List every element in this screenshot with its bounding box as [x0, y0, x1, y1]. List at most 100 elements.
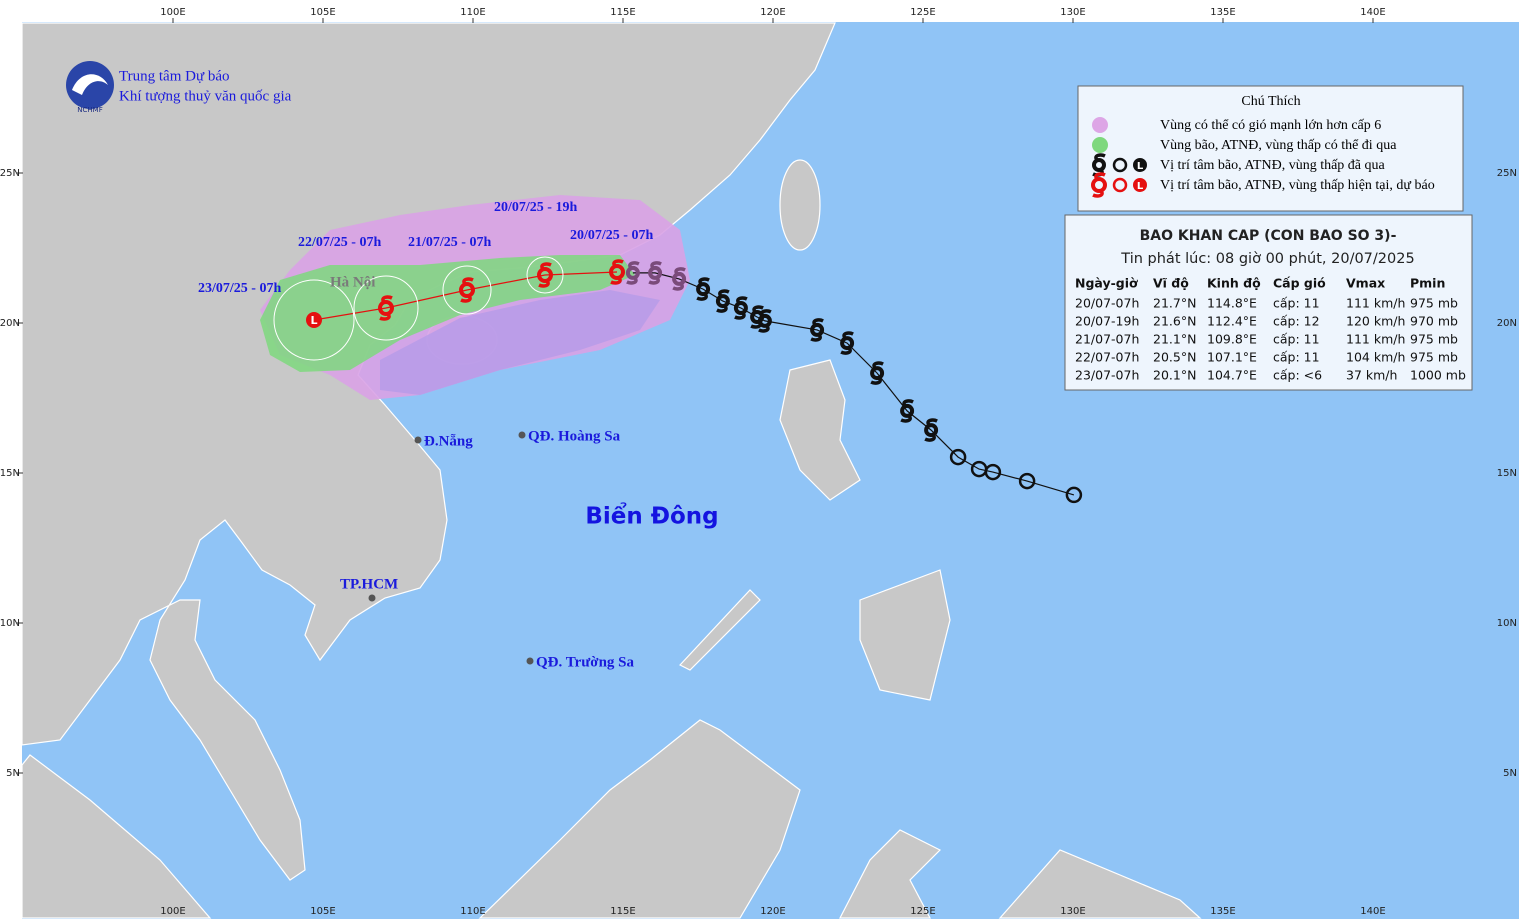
- forecast-time-label: 20/07/25 - 07h: [570, 228, 653, 243]
- forecast-circle: [442, 265, 492, 315]
- legend-item: Vùng có thể có gió mạnh lớn hơn cấp 6: [1160, 118, 1381, 133]
- low-marker-text: L: [310, 314, 317, 327]
- table-cell: 21/07-07h: [1075, 332, 1139, 347]
- x-tick-label: 120E: [760, 7, 785, 18]
- x-tick-label: 100E: [160, 7, 185, 18]
- logo: NCHMF: [66, 61, 114, 114]
- frame-left: [0, 0, 22, 919]
- forecast-time-label: 21/07/25 - 07h: [408, 235, 491, 250]
- table-cell: 970 mb: [1410, 314, 1458, 329]
- table-cell: 104 km/h: [1346, 350, 1405, 365]
- x-tick-label: 130E: [1060, 906, 1085, 917]
- y-tick-label: 10N: [0, 618, 20, 629]
- table-cell: cấp: <6: [1273, 368, 1322, 383]
- table-cell: 1000 mb: [1410, 368, 1466, 383]
- x-tick-label: 140E: [1360, 7, 1385, 18]
- low-marker: [1065, 486, 1083, 504]
- place-label: Hà Nội: [330, 274, 375, 290]
- legend-symbol-text: L: [1137, 161, 1144, 172]
- bulletin-issued: Tin phát lúc: 08 giờ 00 phút, 20/07/2025: [1120, 251, 1414, 267]
- low-marker: [949, 448, 967, 466]
- table-cell: 104.7°E: [1207, 368, 1257, 383]
- legend-symbol: [1133, 158, 1147, 172]
- table-cell: 107.1°E: [1207, 350, 1257, 365]
- x-tick-label: 105E: [310, 7, 335, 18]
- table-cell: 23/07-07h: [1075, 368, 1139, 383]
- x-tick-label: 140E: [1360, 906, 1385, 917]
- low-marker: [970, 460, 988, 478]
- legend-symbol-text: L: [1137, 181, 1144, 192]
- x-tick-label: 110E: [460, 7, 485, 18]
- forecast-circle: [273, 279, 355, 361]
- table-header: Vmax: [1346, 276, 1385, 291]
- table-cell: 22/07-07h: [1075, 350, 1139, 365]
- forecast-circle: [526, 256, 564, 294]
- y-tick-label: 20N: [0, 318, 20, 329]
- table-cell: 20/07-19h: [1075, 314, 1139, 329]
- table-cell: cấp: 11: [1273, 350, 1320, 365]
- x-tick-label: 105E: [310, 906, 335, 917]
- x-tick-label: 120E: [760, 906, 785, 917]
- x-tick-label: 115E: [610, 7, 635, 18]
- bulletin-title: BAO KHAN CAP (CON BAO SO 3)-: [1140, 228, 1397, 244]
- legend-swatch: [1092, 117, 1108, 133]
- table-cell: 120 km/h: [1346, 314, 1405, 329]
- y-tick-label: 10N: [1497, 618, 1517, 629]
- y-tick-label: 25N: [1497, 168, 1517, 179]
- table-cell: 114.8°E: [1207, 296, 1257, 311]
- table-cell: cấp: 12: [1273, 314, 1320, 329]
- legend-symbol: [1112, 157, 1128, 173]
- x-tick-label: 100E: [160, 906, 185, 917]
- place-label: QĐ. Trường Sa: [536, 654, 635, 670]
- table-header: Ngày-giờ: [1075, 276, 1138, 291]
- legend-item: Vị trí tâm bão, ATNĐ, vùng thấp hiện tại…: [1160, 178, 1435, 193]
- x-tick-label: 135E: [1210, 906, 1235, 917]
- low-marker: [1018, 472, 1036, 490]
- y-tick-label: 5N: [6, 768, 20, 779]
- forecast-circle: [353, 275, 419, 341]
- y-tick-label: 15N: [0, 468, 20, 479]
- legend-item: Vị trí tâm bão, ATNĐ, vùng thấp đã qua: [1160, 158, 1386, 173]
- table-header: Cấp gió: [1273, 276, 1326, 291]
- table-cell: 975 mb: [1410, 332, 1458, 347]
- table-cell: 21.1°N: [1153, 332, 1196, 347]
- frame-top: [0, 0, 1519, 22]
- table-cell: 21.6°N: [1153, 314, 1196, 329]
- bulletin: BAO KHAN CAP (CON BAO SO 3)- Tin phát lú…: [1064, 214, 1473, 391]
- x-tick-label: 135E: [1210, 7, 1235, 18]
- table-cell: 111 km/h: [1346, 296, 1405, 311]
- table-cell: 20/07-07h: [1075, 296, 1139, 311]
- org-name: Khí tượng thuỷ văn quốc gia: [119, 88, 292, 104]
- legend-item: Vùng bão, ATNĐ, vùng thấp có thể đi qua: [1160, 138, 1397, 153]
- place-dot: [518, 431, 526, 439]
- table-cell: 20.1°N: [1153, 368, 1196, 383]
- place-dot: [368, 594, 376, 602]
- table-cell: 112.4°E: [1207, 314, 1257, 329]
- y-tick-label: 20N: [1497, 318, 1517, 329]
- table-cell: 37 km/h: [1346, 368, 1397, 383]
- place-label: TP.HCM: [340, 576, 398, 592]
- table-header: Vĩ độ: [1153, 276, 1189, 291]
- track-line: [313, 271, 618, 321]
- table-cell: cấp: 11: [1273, 332, 1320, 347]
- x-tick-label: 125E: [910, 906, 935, 917]
- x-tick-label: 115E: [610, 906, 635, 917]
- legend-swatch: [1092, 137, 1108, 153]
- table-cell: 975 mb: [1410, 296, 1458, 311]
- table-cell: 109.8°E: [1207, 332, 1257, 347]
- forecast-time-label: 20/07/25 - 19h: [494, 200, 577, 215]
- sea-label: Biển Đông: [585, 502, 718, 530]
- overlap-zone: [380, 290, 660, 395]
- legend: Chú Thích Vùng có thể có gió mạnh lớn hơ…: [1077, 85, 1464, 212]
- y-tick-label: 5N: [1503, 768, 1517, 779]
- place-label: Đ.Nẵng: [424, 433, 473, 449]
- place-dot: [414, 436, 422, 444]
- table-cell: 975 mb: [1410, 350, 1458, 365]
- forecast-time-label: 22/07/25 - 07h: [298, 235, 381, 250]
- legend-title: Chú Thích: [1241, 94, 1300, 109]
- table-cell: 21.7°N: [1153, 296, 1196, 311]
- table-cell: cấp: 11: [1273, 296, 1320, 311]
- legend-symbol: [1112, 177, 1128, 193]
- low-marker: [306, 312, 322, 328]
